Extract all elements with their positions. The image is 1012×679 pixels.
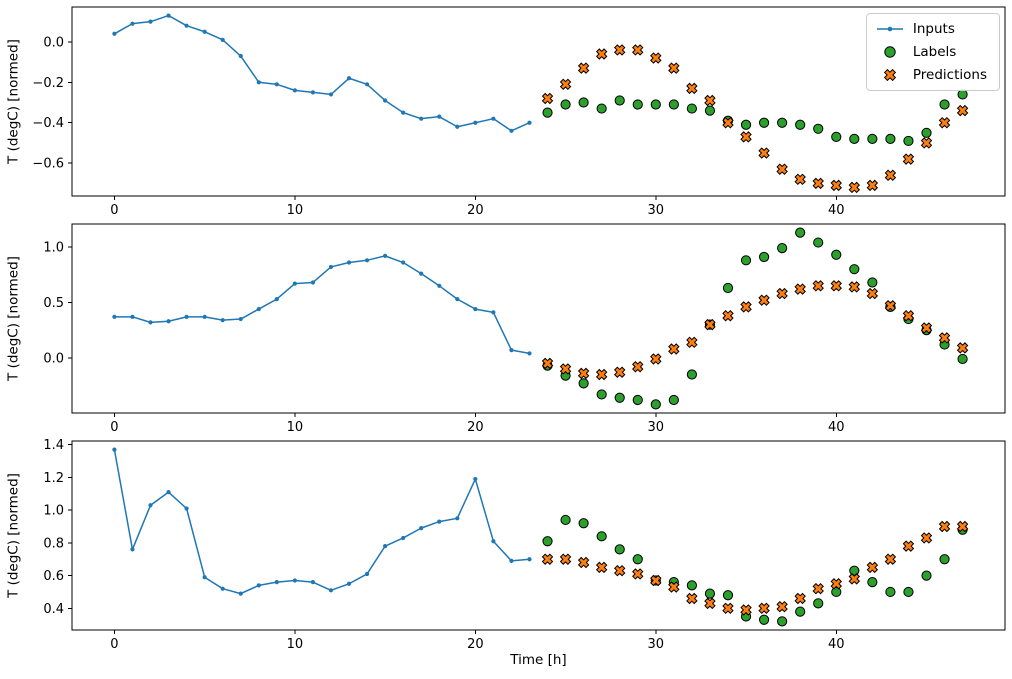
x-tick-label: 20	[467, 203, 484, 217]
y-tick-label: −0.2	[32, 76, 64, 91]
x-tick-label: 10	[287, 637, 304, 651]
subplot-1: T (degC) [normed] 0 10 20 30 40 0.0 −0.2 −0.4 −0…	[0, 0, 1012, 217]
labels-series	[542, 514, 968, 627]
y-tick-label: 1.4	[43, 438, 64, 453]
inputs-line	[114, 255, 530, 355]
subplot-3: T (degC) [normed] 0 10 20 30 40 0.4 0.6 0.8 1.0 1…	[0, 434, 1012, 651]
y-tick-label: 0.4	[43, 602, 64, 617]
x-tick-label: 40	[828, 203, 845, 217]
legend-item-predictions: Predictions	[875, 67, 987, 83]
y-tick-label: 1.0	[43, 241, 64, 256]
inputs-series	[112, 13, 532, 133]
y-tick-label: −0.6	[32, 157, 64, 172]
labels-marker-sample	[884, 46, 896, 58]
legend-label-inputs: Inputs	[912, 21, 955, 37]
predictions-series	[541, 44, 969, 194]
legend-item-labels: Labels	[875, 44, 987, 60]
legend-item-inputs: Inputs	[875, 21, 987, 37]
plot-frame	[71, 223, 1006, 414]
inputs-line	[113, 449, 530, 595]
labels-series	[542, 89, 968, 147]
x-tick-label: 40	[828, 637, 845, 651]
x-tick-label: 0	[110, 420, 118, 434]
plot-area-2: 0 10 20 30 40 0.0 0.5 1.0	[43, 223, 1006, 434]
subplot-2: T (degC) [normed] 0 10 20 30 40 0.0 0.5 1.0	[0, 217, 1012, 434]
predictions-series	[541, 280, 969, 381]
legend: Inputs Labels Predictions	[865, 13, 1000, 91]
x-tick-label: 0	[110, 203, 118, 217]
x-tick-label: 20	[467, 420, 484, 434]
legend-label-predictions: Predictions	[912, 67, 987, 83]
x-tick-label: 40	[828, 420, 845, 434]
plot-area-3: 0 10 20 30 40 0.4 0.6 0.8 1.0 1.2 1.4	[43, 438, 1006, 651]
y-tick-label: 0.0	[43, 35, 64, 50]
x-axis-label: Time [h]	[510, 652, 567, 668]
inputs-series	[112, 253, 532, 356]
y-tick-label: 0.8	[43, 536, 64, 551]
x-tick-label: 30	[648, 420, 665, 434]
y-tick-label: 1.2	[43, 471, 64, 486]
y-tick-label: −0.4	[32, 116, 64, 131]
x-tick-label: 0	[110, 637, 118, 651]
predictions-marker-sample	[883, 68, 896, 82]
predictions-series	[541, 520, 969, 616]
plot-area-1: 0 10 20 30 40 0.0 −0.2 −0.4 −0.6	[32, 6, 1006, 217]
inputs-series	[112, 447, 532, 596]
inputs-line-sample	[876, 26, 903, 32]
y-tick-label: 0.0	[43, 351, 64, 366]
plot-frame	[71, 6, 1006, 197]
x-tick-label: 30	[648, 203, 665, 217]
y-tick-label: 0.6	[43, 569, 64, 584]
plot-frame	[71, 440, 1006, 631]
x-tick-label: 20	[467, 637, 484, 651]
y-tick-label: 0.5	[43, 296, 64, 311]
y-tick-label: 1.0	[43, 504, 64, 519]
x-tick-label: 10	[287, 203, 304, 217]
legend-label-labels: Labels	[912, 44, 957, 60]
x-tick-label: 10	[287, 420, 304, 434]
inputs-line	[114, 14, 530, 132]
x-tick-label: 30	[648, 637, 665, 651]
